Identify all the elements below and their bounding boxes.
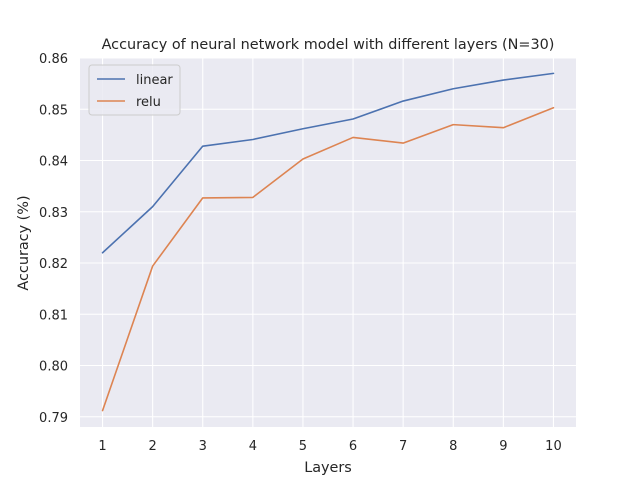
series-line-relu	[101, 106, 555, 412]
series-layer	[101, 72, 555, 412]
y-tick-label: 0.79	[39, 411, 68, 426]
chart-title: Accuracy of neural network model with di…	[102, 37, 555, 53]
x-tick-label: 5	[299, 439, 307, 454]
grid-layer	[80, 57, 576, 427]
y-tick-label: 0.84	[39, 155, 68, 170]
x-axis-label: Layers	[304, 460, 352, 476]
y-tick-label: 0.82	[39, 257, 68, 272]
x-tick-label: 1	[98, 439, 106, 454]
y-tick-label: 0.81	[39, 308, 68, 323]
series-line-linear	[101, 72, 555, 254]
legend: linear relu	[88, 64, 181, 116]
x-tick-label: 7	[399, 439, 407, 454]
x-tick-label: 2	[149, 439, 157, 454]
legend-label-relu: relu	[136, 95, 161, 110]
y-tick-label: 0.85	[39, 103, 68, 118]
x-tick-label: 4	[249, 439, 257, 454]
x-tick-label: 6	[349, 439, 357, 454]
x-tick-label: 10	[545, 439, 562, 454]
legend-box	[88, 64, 181, 116]
tick-layer: 1 2 3 4 5 6 7 8 9 10 0.79 0.80 0.81 0.82 0.83 0.84 0.85 0…	[39, 52, 562, 454]
y-tick-label: 0.86	[39, 52, 68, 67]
y-tick-label: 0.83	[39, 206, 68, 221]
x-tick-label: 3	[199, 439, 207, 454]
legend-label-linear: linear	[136, 73, 173, 88]
x-tick-label: 9	[499, 439, 507, 454]
x-tick-label: 8	[449, 439, 457, 454]
y-axis-label: Accuracy (%)	[16, 195, 32, 290]
y-tick-label: 0.80	[39, 360, 68, 375]
